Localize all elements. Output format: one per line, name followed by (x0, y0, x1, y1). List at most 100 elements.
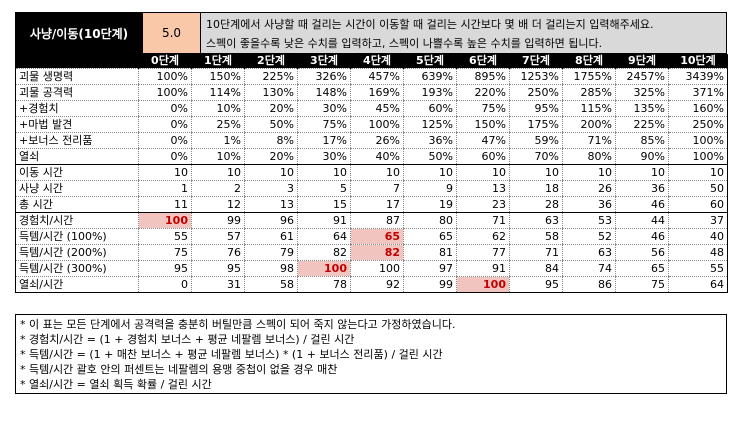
table-cell[interactable]: 25% (191, 116, 245, 133)
table-cell[interactable]: 71 (456, 212, 510, 229)
table-cell[interactable]: 79 (244, 244, 298, 261)
column-header[interactable]: 2단계 (244, 54, 298, 69)
table-cell[interactable]: 99 (191, 212, 245, 229)
table-cell[interactable]: 52 (562, 228, 616, 245)
table-cell[interactable]: 60% (403, 100, 457, 117)
table-cell[interactable]: 10 (562, 164, 616, 181)
table-cell[interactable]: 1 (138, 180, 192, 197)
table-cell[interactable]: 160% (668, 100, 728, 117)
table-cell[interactable]: 98 (244, 260, 298, 277)
table-cell[interactable]: 45% (350, 100, 404, 117)
table-cell[interactable]: 100% (138, 68, 192, 85)
table-cell[interactable]: 65 (350, 228, 404, 245)
table-cell[interactable]: 10 (403, 164, 457, 181)
table-cell[interactable]: 82 (297, 244, 351, 261)
table-cell[interactable]: 62 (456, 228, 510, 245)
table-cell[interactable]: 78 (297, 276, 351, 293)
table-cell[interactable]: 150% (456, 116, 510, 133)
table-cell[interactable]: 150% (191, 68, 245, 85)
table-cell[interactable]: 64 (297, 228, 351, 245)
table-cell[interactable]: 18 (509, 180, 563, 197)
table-cell[interactable]: 36 (615, 180, 669, 197)
table-cell[interactable]: 17 (350, 196, 404, 213)
table-cell[interactable]: 250% (509, 84, 563, 101)
row-label-cell[interactable]: 괴물 공격력 (15, 84, 139, 101)
table-cell[interactable]: 3439% (668, 68, 728, 85)
table-cell[interactable]: 26% (350, 132, 404, 149)
row-label-cell[interactable]: 괴물 생명력 (15, 68, 139, 85)
table-cell[interactable]: 115% (562, 100, 616, 117)
row-label-cell[interactable]: 득템/시간 (300%) (15, 260, 139, 277)
table-cell[interactable]: 53 (562, 212, 616, 229)
table-cell[interactable]: 23 (456, 196, 510, 213)
table-cell[interactable]: 70% (509, 148, 563, 165)
table-cell[interactable]: 36 (562, 196, 616, 213)
table-cell[interactable]: 48 (668, 244, 728, 261)
table-cell[interactable]: 114% (191, 84, 245, 101)
table-cell[interactable]: 60 (668, 196, 728, 213)
table-cell[interactable]: 250% (668, 116, 728, 133)
column-header[interactable]: 6단계 (456, 54, 510, 69)
header-description-cell[interactable]: 10단계에서 사냥할 때 걸리는 시간이 이동할 때 걸리는 시간보다 몇 배 … (201, 12, 727, 54)
table-cell[interactable]: 200% (562, 116, 616, 133)
table-cell[interactable]: 0% (138, 116, 192, 133)
table-cell[interactable]: 28 (509, 196, 563, 213)
row-label-cell[interactable]: 열쇠/시간 (15, 276, 139, 293)
table-cell[interactable]: 31 (191, 276, 245, 293)
column-header[interactable]: 5단계 (403, 54, 457, 69)
table-cell[interactable]: 40 (668, 228, 728, 245)
column-header[interactable]: 10단계 (668, 54, 728, 69)
table-cell[interactable]: 11 (138, 196, 192, 213)
table-cell[interactable]: 20% (244, 148, 298, 165)
table-cell[interactable]: 175% (509, 116, 563, 133)
table-cell[interactable]: 65 (403, 228, 457, 245)
table-cell[interactable]: 64 (668, 276, 728, 293)
table-cell[interactable]: 87 (350, 212, 404, 229)
table-cell[interactable]: 61 (244, 228, 298, 245)
row-label-cell[interactable]: 사냥 시간 (15, 180, 139, 197)
table-cell[interactable]: 3 (244, 180, 298, 197)
table-cell[interactable]: 225% (244, 68, 298, 85)
table-cell[interactable]: 1% (191, 132, 245, 149)
table-cell[interactable]: 30% (297, 100, 351, 117)
table-cell[interactable]: 60% (456, 148, 510, 165)
table-cell[interactable]: 46 (615, 196, 669, 213)
table-cell[interactable]: 95 (191, 260, 245, 277)
table-cell[interactable]: 15 (297, 196, 351, 213)
table-cell[interactable]: 63 (509, 212, 563, 229)
table-cell[interactable]: 50 (668, 180, 728, 197)
table-cell[interactable]: 10 (350, 164, 404, 181)
row-label-cell[interactable]: 경험치/시간 (15, 212, 139, 229)
table-cell[interactable]: 37 (668, 212, 728, 229)
table-cell[interactable]: 1755% (562, 68, 616, 85)
table-cell[interactable]: 10 (244, 164, 298, 181)
table-cell[interactable]: 63 (562, 244, 616, 261)
table-cell[interactable]: 17% (297, 132, 351, 149)
table-cell[interactable]: 84 (509, 260, 563, 277)
table-cell[interactable]: 0% (138, 148, 192, 165)
table-cell[interactable]: 55 (138, 228, 192, 245)
table-cell[interactable]: 100 (456, 276, 510, 293)
row-label-cell[interactable]: +마법 발견 (15, 116, 139, 133)
table-cell[interactable]: 8% (244, 132, 298, 149)
table-cell[interactable]: 13 (244, 196, 298, 213)
table-cell[interactable]: 100% (350, 116, 404, 133)
table-cell[interactable]: 20% (244, 100, 298, 117)
table-cell[interactable]: 0 (138, 276, 192, 293)
table-cell[interactable]: 47% (456, 132, 510, 149)
row-label-cell[interactable]: +경험치 (15, 100, 139, 117)
table-cell[interactable]: 457% (350, 68, 404, 85)
table-cell[interactable]: 44 (615, 212, 669, 229)
table-cell[interactable]: 76 (191, 244, 245, 261)
table-cell[interactable]: 100% (668, 148, 728, 165)
row-label-cell[interactable]: 열쇠 (15, 148, 139, 165)
table-cell[interactable]: 5 (297, 180, 351, 197)
table-cell[interactable]: 130% (244, 84, 298, 101)
column-header[interactable] (15, 54, 139, 69)
table-cell[interactable]: 135% (615, 100, 669, 117)
table-cell[interactable]: 148% (297, 84, 351, 101)
table-cell[interactable]: 100 (297, 260, 351, 277)
table-cell[interactable]: 10 (509, 164, 563, 181)
table-cell[interactable]: 50% (244, 116, 298, 133)
table-cell[interactable]: 71 (509, 244, 563, 261)
